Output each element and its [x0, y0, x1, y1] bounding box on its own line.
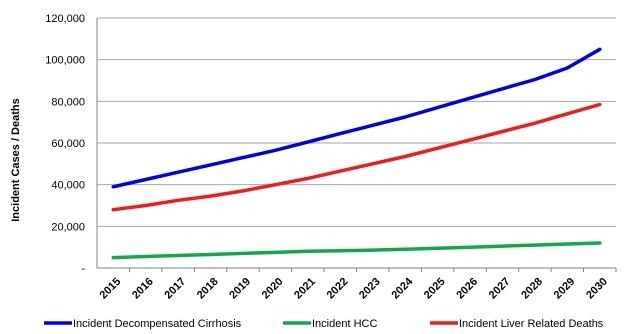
x-tick-label: 2024 — [389, 275, 415, 301]
x-tick-label: 2021 — [292, 276, 318, 302]
y-tick-label: - — [81, 263, 85, 275]
series-lines — [111, 47, 602, 260]
x-tick-label: 2020 — [260, 276, 286, 302]
series-line — [111, 47, 602, 189]
x-tick-label: 2028 — [519, 276, 545, 302]
x-tick-label: 2029 — [552, 276, 578, 302]
x-tick-label: 2017 — [162, 276, 188, 302]
y-tick-label: 20,000 — [51, 221, 85, 233]
x-tick-label: 2027 — [487, 276, 513, 302]
x-tick-label: 2018 — [195, 276, 221, 302]
legend-label: Incident HCC — [312, 318, 377, 330]
x-tick-label: 2016 — [130, 276, 156, 302]
y-tick-label: 100,000 — [45, 55, 85, 67]
legend: Incident Decompensated Cirrhosis Incident… — [44, 318, 604, 330]
legend-label: Incident Liver Related Deaths — [459, 318, 604, 330]
y-tick-label: 120,000 — [45, 13, 85, 25]
x-tick-label: 2015 — [98, 276, 124, 302]
x-tick-label: 2030 — [584, 276, 610, 302]
y-axis: - 20,000 40,000 60,000 80,000 100,000 120,000 — [45, 13, 98, 275]
series-line — [111, 102, 602, 212]
x-tick-label: 2026 — [454, 276, 480, 302]
y-tick-label: 80,000 — [51, 96, 85, 108]
y-tick-label: 40,000 — [51, 180, 85, 192]
y-axis-title: Incident Cases / Deaths — [10, 98, 22, 222]
x-tick-label: 2023 — [357, 276, 383, 302]
gridlines — [97, 17, 616, 227]
y-tick-label: 60,000 — [51, 138, 85, 150]
series-line — [111, 241, 602, 260]
x-tick-label: 2025 — [422, 276, 448, 302]
x-tick-label: 2022 — [325, 276, 351, 302]
x-tick-label: 2019 — [227, 276, 253, 302]
x-axis: 2015 2016 2017 2018 2019 2020 2021 2022 2023 2024… — [97, 267, 617, 302]
legend-label: Incident Decompensated Cirrhosis — [73, 318, 242, 330]
